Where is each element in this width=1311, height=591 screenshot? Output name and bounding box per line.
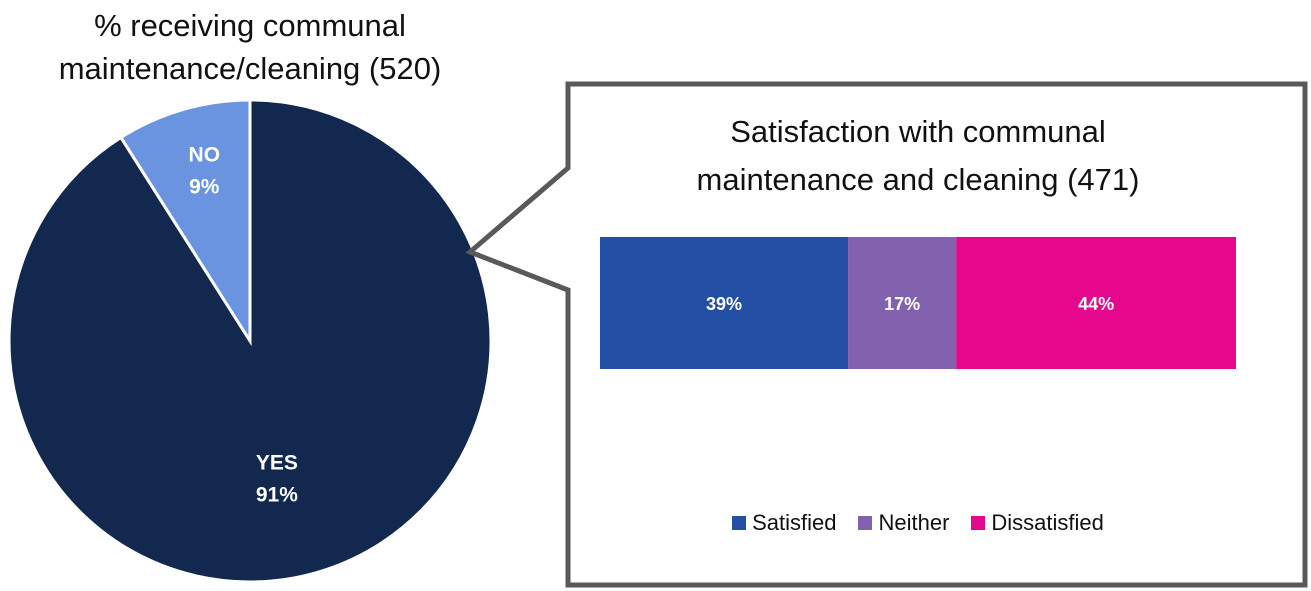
legend-swatch-neither	[858, 516, 873, 530]
pie-chart-title: % receiving communal maintenance/cleanin…	[0, 4, 500, 90]
bar-chart-title: Satisfaction with communal maintenance a…	[600, 108, 1236, 204]
pie-chart: NO 9% YES 91%	[7, 98, 493, 584]
legend-item-neither: Neither	[858, 510, 949, 536]
pie-slice-no	[118, 98, 252, 347]
pie-label-yes: YES	[256, 452, 298, 475]
pie-value-yes: 91%	[256, 484, 298, 507]
legend-item-dissatisfied: Dissatisfied	[971, 510, 1104, 536]
pie-slice-yes	[7, 98, 493, 584]
legend-label-neither: Neither	[878, 510, 950, 535]
pie-value-no: 9%	[189, 176, 220, 199]
legend-label-satisfied: Satisfied	[752, 510, 837, 535]
bar-chart-title-line-1: Satisfaction with communal	[730, 114, 1106, 149]
bar-label-neither: 17%	[884, 294, 920, 314]
bar-segment-dissatisfied	[956, 237, 1236, 369]
bar-label-dissatisfied: 44%	[1078, 294, 1114, 314]
pie-label-no: NO	[189, 144, 221, 167]
stacked-bar-chart: 39% 17% 44%	[600, 237, 1236, 369]
pie-chart-title-line-2: maintenance/cleaning (520)	[58, 51, 442, 86]
bar-segment-satisfied	[600, 237, 849, 369]
legend-item-satisfied: Satisfied	[732, 510, 836, 536]
bar-chart-legend: Satisfied Neither Dissatisfied	[600, 510, 1236, 536]
pie-chart-title-line-1: % receiving communal	[94, 8, 406, 43]
bar-label-satisfied: 39%	[706, 294, 742, 314]
legend-swatch-satisfied	[732, 516, 747, 530]
bar-chart-title-line-2: maintenance and cleaning (471)	[696, 162, 1140, 197]
bar-segment-neither	[848, 237, 957, 369]
legend-swatch-dissatisfied	[971, 516, 986, 530]
legend-label-dissatisfied: Dissatisfied	[991, 510, 1104, 535]
